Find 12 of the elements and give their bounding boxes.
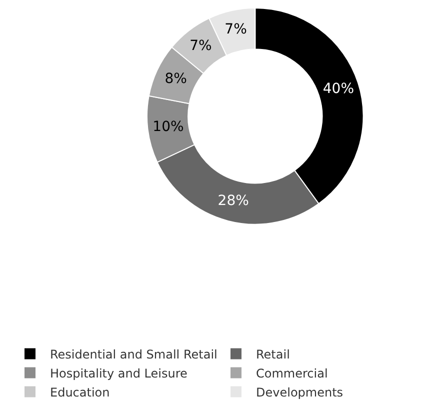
legend-label: Developments [256,385,344,400]
legend-label: Residential and Small Retail [50,347,218,362]
data-label: 7% [190,38,212,54]
data-label: 40% [322,81,354,98]
data-label: 10% [152,119,184,136]
legend-label: Hospitality and Leisure [50,366,188,380]
data-label: 28% [218,193,249,210]
data-label: 8% [164,70,187,87]
data-label: 7% [224,22,247,38]
legend-label: Education [50,385,110,400]
legend-label: Commercial [256,366,328,380]
legend-label: Retail [256,347,290,362]
